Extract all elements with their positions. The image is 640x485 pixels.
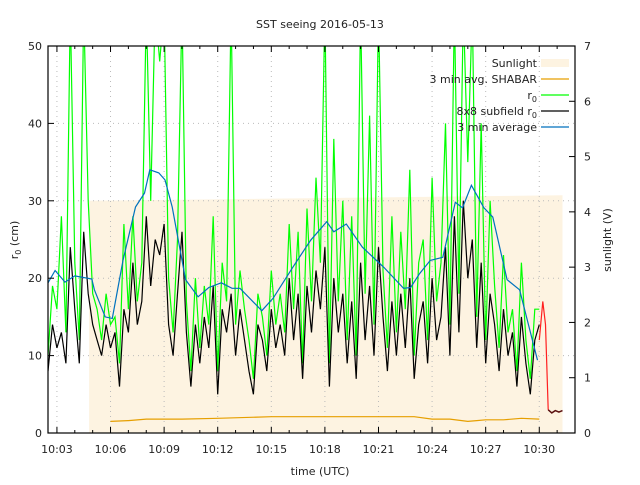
y-tick-label: 20	[28, 272, 42, 285]
axes: 10:03 10:06 10:09 10:12 10:15 10:18 10:21 10:24…	[28, 40, 591, 456]
x-tick-label: 10:03	[41, 443, 73, 456]
y-tick-label: 40	[28, 117, 42, 130]
y-tick-label: 50	[28, 40, 42, 53]
sunlight-area	[89, 195, 563, 433]
x-tick-label: 10:09	[148, 443, 180, 456]
chart-title: SST seeing 2016-05-13	[256, 18, 384, 31]
grid	[48, 46, 575, 433]
y-tick-label: 30	[28, 195, 42, 208]
legend-sub: 0	[532, 95, 537, 104]
legend-text: 8x8 subfield r	[456, 105, 532, 118]
y-tick-label: 10	[28, 350, 42, 363]
legend-text: r	[527, 89, 532, 102]
legend-label: 3 min avg. SHABAR	[430, 73, 538, 86]
y2-tick-label: 6	[584, 95, 591, 108]
y-axis-label: r0 (cm)	[8, 221, 23, 259]
series-layer	[48, 46, 563, 423]
legend-label: r0	[527, 89, 537, 104]
y2-axis-label: sunlight (V)	[601, 208, 614, 272]
plot-frame	[47, 45, 576, 434]
x-tick-label: 10:12	[202, 443, 234, 456]
legend-label: 8x8 subfield r0	[456, 105, 537, 120]
shabar-line	[110, 416, 540, 423]
legend-text: 3 min avg. SHABAR	[430, 73, 538, 86]
y-label-r: r	[8, 254, 21, 259]
legend-text: Sunlight	[492, 57, 538, 70]
y-tick-label: 0	[35, 427, 42, 440]
y2-tick-label: 2	[584, 316, 591, 329]
y-label-unit: (cm)	[8, 221, 21, 250]
x-axis-label: time (UTC)	[291, 465, 350, 478]
y2-tick-label: 5	[584, 151, 591, 164]
x-tick-label: 10:30	[523, 443, 555, 456]
subfield-r0-line	[48, 200, 540, 395]
x-tick-label: 10:24	[416, 443, 448, 456]
legend-swatch-sunlight	[541, 59, 569, 67]
x-tick-label: 10:06	[95, 443, 127, 456]
y2-tick-label: 7	[584, 40, 591, 53]
legend-text: 3 min average	[457, 121, 537, 134]
avg-3min-line	[48, 169, 539, 361]
r0-line	[48, 46, 540, 379]
x-tick-label: 10:18	[309, 443, 341, 456]
legend-label: 3 min average	[457, 121, 537, 134]
tail-red-line	[538, 301, 549, 410]
legend-label: Sunlight	[492, 57, 538, 70]
y2-tick-label: 0	[584, 427, 591, 440]
y-label-sub: 0	[14, 250, 23, 255]
x-tick-label: 10:27	[470, 443, 502, 456]
x-tick-label: 10:15	[255, 443, 287, 456]
y2-tick-label: 3	[584, 261, 591, 274]
y2-tick-label: 1	[584, 372, 591, 385]
tail-darkred-line	[547, 409, 563, 414]
y2-tick-label: 4	[584, 206, 591, 219]
legend-sub: 0	[532, 111, 537, 120]
x-tick-label: 10:21	[363, 443, 395, 456]
